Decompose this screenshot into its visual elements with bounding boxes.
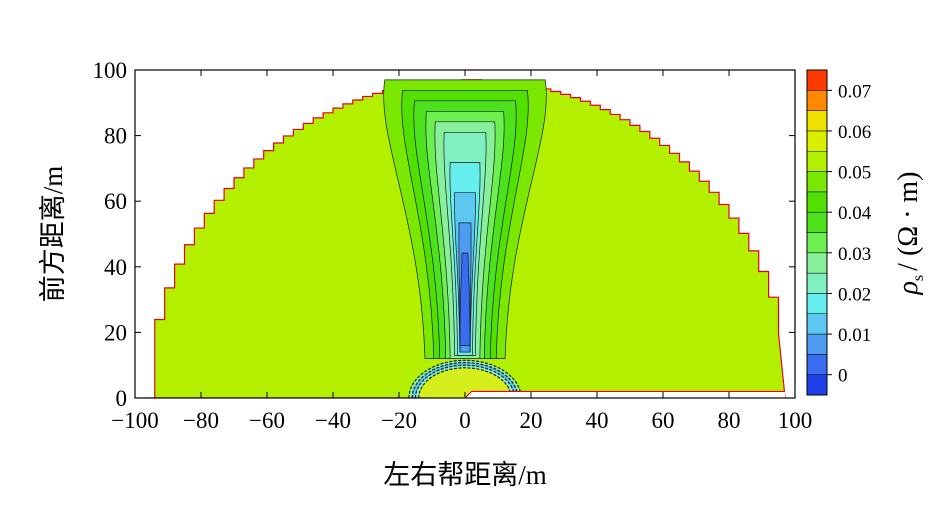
colorbar-band (806, 90, 828, 111)
colorbar: 0 0.01 0.02 0.03 0.04 0.05 0.06 0.07 (806, 69, 872, 396)
colorbar-title: ρs/ (Ω · m) (893, 171, 927, 295)
y-axis-title: 前方距离/m (38, 166, 68, 303)
colorbar-band (806, 191, 828, 213)
colorbar-band (806, 374, 828, 396)
boundary-gap (464, 390, 786, 398)
x-tick-label: −100 (111, 408, 158, 433)
colorbar-band (806, 151, 828, 172)
colorbar-tick-label: 0.06 (838, 122, 871, 143)
colorbar-band (806, 293, 828, 314)
x-tick-label: 60 (652, 408, 675, 433)
colorbar-band (806, 110, 828, 132)
ring-contour (418, 367, 512, 398)
y-tick-label: 0 (116, 386, 128, 411)
x-tick-label: 100 (778, 408, 813, 433)
x-tick-label: −40 (315, 408, 351, 433)
low-resistivity-column (383, 79, 547, 359)
x-tick-label: −60 (249, 408, 285, 433)
x-tick-label: 40 (586, 408, 609, 433)
colorbar-band (806, 130, 828, 152)
x-axis-ticks: −100 −80 −60 −40 −20 0 20 40 60 80 100 (111, 70, 812, 433)
colorbar-band (806, 252, 828, 274)
colorbar-frame (806, 69, 828, 396)
x-tick-label: 0 (459, 408, 471, 433)
plume-contour-band (459, 252, 471, 346)
x-tick-label: −80 (183, 408, 219, 433)
colorbar-band (806, 272, 828, 294)
colorbar-band (806, 69, 828, 91)
colorbar-tick-label: 0.02 (838, 284, 871, 305)
x-tick-label: −20 (381, 408, 417, 433)
colorbar-band (806, 313, 828, 335)
colorbar-tick-label: 0.05 (838, 163, 871, 184)
colorbar-band (806, 211, 828, 233)
colorbar-tick-label: 0.03 (838, 244, 871, 265)
y-tick-label: 20 (104, 320, 127, 345)
y-tick-label: 80 (104, 124, 127, 149)
colorbar-band (806, 171, 828, 193)
colorbar-tick-label: 0 (838, 366, 848, 387)
colorbar-band (806, 354, 828, 375)
y-tick-label: 100 (93, 58, 128, 83)
y-axis-ticks: 0 20 40 60 80 100 (93, 58, 795, 411)
colorbar-tick-label: 0.04 (838, 203, 872, 224)
x-tick-label: 20 (520, 408, 543, 433)
x-tick-label: 80 (718, 408, 741, 433)
ring-contours (408, 359, 522, 398)
tunnel-cutout (465, 391, 786, 398)
colorbar-tick-label: 0.07 (838, 81, 871, 102)
y-tick-label: 40 (104, 255, 127, 280)
plot-area (144, 79, 786, 398)
colorbar-tick-label: 0.01 (838, 325, 871, 346)
x-axis-title: 左右帮距离/m (383, 460, 547, 490)
colorbar-band (806, 333, 828, 355)
y-tick-label: 60 (104, 189, 127, 214)
colorbar-band (806, 232, 828, 254)
